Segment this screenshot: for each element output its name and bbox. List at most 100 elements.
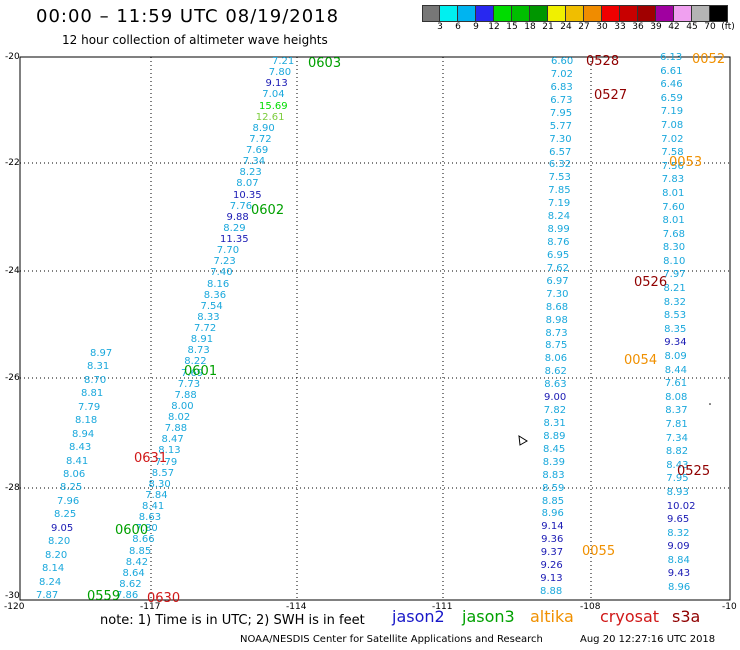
wave-height-value: 6.57 xyxy=(549,146,572,158)
wave-height-value: 7.19 xyxy=(548,198,571,210)
wave-height-value: 8.09 xyxy=(664,351,687,362)
wave-height-value: 8.42 xyxy=(125,556,149,568)
wave-height-value: 7.30 xyxy=(549,133,572,145)
wave-height-value: 8.93 xyxy=(666,486,689,498)
wave-height-value: 8.39 xyxy=(542,456,565,468)
x-tick: -111 xyxy=(432,602,453,612)
wave-height-value: 8.62 xyxy=(119,578,142,590)
wave-height-value: 8.35 xyxy=(664,323,687,335)
wave-height-value: 8.89 xyxy=(543,430,566,442)
wave-height-value: 9.13 xyxy=(540,573,563,585)
wave-height-value: 7.02 xyxy=(661,133,684,145)
wave-height-value: 8.64 xyxy=(122,567,145,579)
wave-height-value: 8.70 xyxy=(84,374,107,386)
wave-height-value: 7.68 xyxy=(662,228,685,240)
pass-time-label: 0525 xyxy=(677,464,711,479)
wave-height-value: 9.65 xyxy=(667,514,690,526)
wave-height-value: 8.18 xyxy=(75,415,98,427)
wave-height-value: 7.96 xyxy=(57,495,80,507)
wave-height-value: 7.40 xyxy=(210,267,233,279)
scale-tick-label: 70 xyxy=(704,22,716,32)
pass-time-label: 0526 xyxy=(634,275,668,290)
wave-height-value: 7.85 xyxy=(548,185,571,197)
wave-height-value: 7.82 xyxy=(543,405,567,416)
wave-height-value: 8.07 xyxy=(236,178,259,190)
scale-swatch xyxy=(512,6,530,21)
wave-height-value: 8.43 xyxy=(666,459,689,471)
wave-height-value: 12.61 xyxy=(255,111,285,123)
wave-height-value: 9.34 xyxy=(664,337,687,349)
wave-height-value: 8.82 xyxy=(665,446,689,458)
wave-height-value: 7.56 xyxy=(661,160,684,172)
wave-height-value: 8.30 xyxy=(148,478,171,490)
pass-time-label: 0602 xyxy=(251,203,285,218)
wave-height-value: 8.23 xyxy=(239,167,262,179)
wave-height-value: 7.87 xyxy=(36,590,59,601)
wave-height-value: 8.37 xyxy=(665,405,688,417)
scale-swatch xyxy=(692,6,710,21)
wave-height-value: 6.46 xyxy=(660,79,683,91)
scale-tick-label: 18 xyxy=(524,22,536,32)
y-tick: -22 xyxy=(5,158,20,168)
wave-height-value: 7.54 xyxy=(200,300,223,312)
pass-time-label: 0054 xyxy=(624,353,658,368)
wave-height-value: 8.73 xyxy=(187,345,210,357)
island-shape xyxy=(518,435,528,446)
y-tick: -24 xyxy=(5,266,20,276)
wave-height-value: 6.32 xyxy=(548,159,572,171)
wave-height-value: 8.57 xyxy=(151,467,175,479)
wave-height-value: 8.20 xyxy=(48,536,71,548)
wave-height-value: 11.35 xyxy=(220,234,249,245)
scale-swatch xyxy=(494,6,512,21)
wave-height-value: 8.08 xyxy=(665,391,688,403)
x-tick: -10 xyxy=(722,602,737,612)
scale-tick-label: 42 xyxy=(668,22,680,32)
wave-height-value: 8.21 xyxy=(663,283,686,294)
scale-tick-label: 15 xyxy=(506,22,518,32)
wave-height-value: 7.21 xyxy=(272,56,295,67)
wave-height-value: 7.84 xyxy=(145,489,168,501)
scale-swatch xyxy=(422,6,440,21)
wave-height-value: 7.34 xyxy=(242,156,266,168)
wave-height-value: 7.23 xyxy=(213,256,236,268)
scale-tick-label: 6 xyxy=(455,22,461,32)
wave-height-value: 7.76 xyxy=(229,200,253,212)
wave-height-value: 7.97 xyxy=(663,269,686,281)
x-tick: -108 xyxy=(580,602,601,612)
pass-time-label: 0601 xyxy=(184,364,218,379)
wave-height-value: 6.73 xyxy=(550,94,573,106)
wave-height-value: 8.85 xyxy=(541,495,565,507)
wave-height-value: 6.83 xyxy=(550,81,573,93)
wave-height-value: 7.58 xyxy=(661,147,684,159)
pass-time-label: 0052 xyxy=(692,52,726,67)
wave-height-value: 8.20 xyxy=(45,549,68,561)
wave-height-value: 7.95 xyxy=(549,107,573,119)
wave-height-value: 8.41 xyxy=(142,501,165,512)
wave-height-value: 8.59 xyxy=(542,482,565,494)
wave-height-value: 8.90 xyxy=(252,122,275,134)
scale-swatch xyxy=(656,6,674,21)
wave-height-value: 5.77 xyxy=(549,120,572,132)
pass-time-label: 0055 xyxy=(582,544,616,559)
wave-height-value: 6.61 xyxy=(660,65,683,77)
wave-height-value: 7.02 xyxy=(550,68,573,80)
wave-height-value: 6.95 xyxy=(547,249,570,261)
scale-tick-label: 33 xyxy=(614,22,626,32)
scale-tick-label: 24 xyxy=(560,22,572,32)
generated-timestamp: Aug 20 12:27:16 UTC 2018 xyxy=(580,634,716,645)
scale-swatch xyxy=(620,6,638,21)
scale-swatch xyxy=(440,6,458,21)
scale-tick-label: 39 xyxy=(650,22,662,32)
wave-height-value: 8.32 xyxy=(663,296,686,308)
scale-swatch xyxy=(566,6,584,21)
wave-height-value: 8.22 xyxy=(184,356,207,368)
scale-swatch xyxy=(710,6,728,21)
wave-height-value: 6.59 xyxy=(660,92,683,104)
grid-lines xyxy=(20,57,730,600)
wave-height-value: 8.00 xyxy=(171,400,194,412)
color-scale-bar xyxy=(422,5,728,22)
legend-cryosat: cryosat xyxy=(600,607,660,626)
wave-height-value: 8.45 xyxy=(543,443,566,455)
scale-tick-label: 45 xyxy=(686,22,698,32)
